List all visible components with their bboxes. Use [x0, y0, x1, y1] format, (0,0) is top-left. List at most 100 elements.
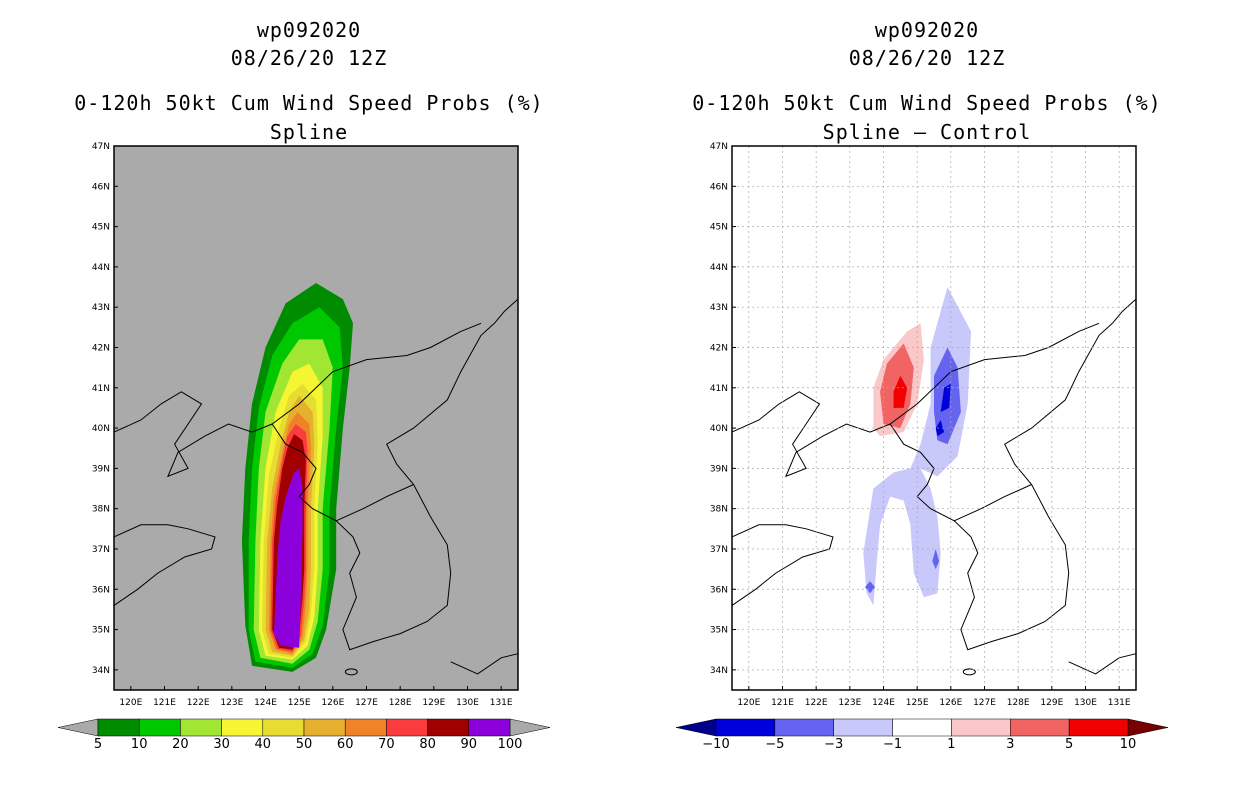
- y-tick-label: 36N: [92, 585, 110, 595]
- y-tick-label: 37N: [710, 545, 728, 555]
- y-tick-label: 34N: [92, 666, 110, 676]
- x-tick-label: 126E: [321, 698, 344, 708]
- y-tick-label: 41N: [710, 384, 728, 394]
- colorbar-swatch: [427, 718, 470, 737]
- x-tick-label: 125E: [906, 698, 929, 708]
- y-tick-label: 40N: [710, 424, 728, 434]
- colorbar: −10 −5 −3 −1 1 3 5 10: [675, 718, 1169, 752]
- colorbar-label: 10: [131, 737, 148, 752]
- forecast-datetime: 08/26/20 12Z: [848, 46, 1006, 70]
- y-tick-label: 47N: [92, 142, 110, 152]
- colorbar-label: 30: [213, 737, 230, 752]
- y-tick-label: 41N: [92, 384, 110, 394]
- colorbar-label: −1: [883, 737, 902, 752]
- colorbar-label: 80: [419, 737, 436, 752]
- colorbar-label: 60: [337, 737, 354, 752]
- x-tick-label: 120E: [737, 698, 760, 708]
- negative-contour: [865, 581, 876, 594]
- colorbar-label: 40: [255, 737, 272, 752]
- probability-bands: [241, 283, 353, 672]
- colorbar-swatch: [262, 718, 305, 737]
- border-line: [953, 484, 1032, 522]
- y-tick-label: 39N: [92, 464, 110, 474]
- negative-contour: [932, 549, 940, 570]
- colorbar-over-arrow: [509, 718, 551, 737]
- storm-id: wp092020: [256, 18, 362, 42]
- colorbar-label: 100: [498, 737, 523, 752]
- forecast-datetime: 08/26/20 12Z: [230, 46, 388, 70]
- colorbar-swatch: [951, 718, 1011, 737]
- x-tick-label: 129E: [422, 698, 445, 708]
- y-tick-label: 35N: [710, 626, 728, 636]
- colorbar-label: 20: [172, 737, 189, 752]
- border-line: [889, 322, 1100, 425]
- plot-frame: [731, 145, 1137, 691]
- x-tick-label: 131E: [490, 698, 513, 708]
- colorbar-label: 50: [296, 737, 313, 752]
- colorbar-swatch: [386, 718, 428, 737]
- colorbar-swatch: [774, 718, 834, 737]
- storm-id: wp092020: [874, 18, 980, 42]
- colorbar-swatch: [1068, 718, 1129, 737]
- negative-contour: [940, 383, 951, 412]
- x-tick-label: 120E: [119, 698, 142, 708]
- x-tick-label: 124E: [254, 698, 277, 708]
- colorbar: 5 10 20 30 40 50 60 70 80 90 100: [57, 718, 551, 752]
- plot-frame: [113, 145, 519, 691]
- y-tick-label: 44N: [710, 263, 728, 273]
- x-tick-label: 121E: [153, 698, 176, 708]
- y-tick-label: 38N: [92, 505, 110, 515]
- coastline: [731, 524, 834, 606]
- y-tick-label: 46N: [92, 182, 110, 192]
- colorbar-label: −3: [824, 737, 843, 752]
- y-tick-label: 36N: [710, 585, 728, 595]
- border-line: [271, 322, 482, 425]
- island-outline: [344, 668, 358, 676]
- y-tick-label: 34N: [710, 666, 728, 676]
- x-tick-label: 131E: [1108, 698, 1131, 708]
- x-tick-label: 128E: [1007, 698, 1030, 708]
- x-tick-label: 122E: [805, 698, 828, 708]
- y-tick-label: 35N: [92, 626, 110, 636]
- colorbar-swatch: [221, 718, 264, 737]
- colorbar-swatch: [715, 718, 776, 737]
- x-tick-label: 123E: [838, 698, 861, 708]
- coastline: [271, 322, 495, 651]
- y-tick-label: 40N: [92, 424, 110, 434]
- y-tick-label: 45N: [92, 223, 110, 233]
- colorbar-label: 5: [94, 737, 102, 752]
- colorbar-label: 70: [378, 737, 395, 752]
- x-tick-label: 127E: [355, 698, 378, 708]
- prob-band-90: [273, 468, 303, 648]
- colorbar-swatch: [892, 718, 952, 737]
- coastlines: [731, 298, 1137, 676]
- positive-contour: [893, 375, 908, 408]
- colorbar-label: 1: [947, 737, 955, 752]
- colorbar-swatch: [1010, 718, 1070, 737]
- coastline: [1068, 653, 1137, 675]
- x-tick-label: 122E: [187, 698, 210, 708]
- colorbar-swatch: [138, 718, 181, 737]
- chart-subtitle: Spline: [269, 120, 349, 144]
- colorbar-under-arrow: [675, 718, 717, 737]
- coastline: [889, 322, 1113, 651]
- colorbar-label: 3: [1006, 737, 1014, 752]
- colorbar-swatch: [344, 718, 387, 737]
- y-tick-label: 39N: [710, 464, 728, 474]
- colorbar-label: 10: [1120, 737, 1137, 752]
- colorbar-label: 5: [1065, 737, 1073, 752]
- island-outline: [962, 668, 976, 676]
- colorbar-over-arrow: [1127, 718, 1169, 737]
- x-tick-label: 121E: [771, 698, 794, 708]
- difference-map: 120E 121E 122E 123E 124E 125E 126E 127E 128E 129E…: [675, 142, 1169, 752]
- colorbar-label: 90: [461, 737, 478, 752]
- y-tick-label: 47N: [710, 142, 728, 152]
- x-tick-label: 130E: [1074, 698, 1097, 708]
- x-tick-label: 128E: [389, 698, 412, 708]
- probability-map: 120E 121E 122E 123E 124E 125E 126E 127E 128E 129E…: [57, 142, 551, 752]
- y-tick-label: 37N: [92, 545, 110, 555]
- left-panel: wp092020 08/26/20 12Z 0-120h 50kt Cum Wi…: [57, 18, 551, 752]
- x-tick-label: 130E: [456, 698, 479, 708]
- y-tick-label: 45N: [710, 223, 728, 233]
- colorbar-swatch: [833, 718, 893, 737]
